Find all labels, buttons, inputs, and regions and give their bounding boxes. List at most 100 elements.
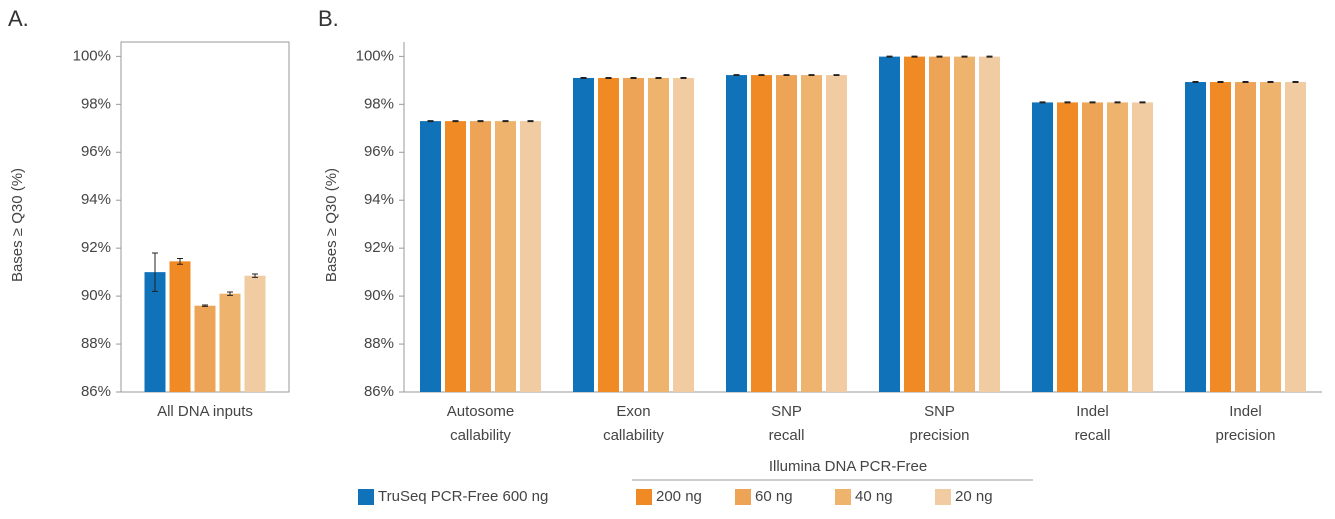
error-bar (427, 120, 434, 123)
bar (169, 261, 191, 392)
x-tick-label: Indel (1076, 403, 1109, 420)
error-bar (527, 120, 534, 123)
x-tick-label: SNP (771, 403, 802, 420)
error-bar (808, 74, 815, 77)
x-tick-label: precision (1215, 427, 1275, 444)
bar (445, 121, 466, 392)
x-tick-label: precision (909, 427, 969, 444)
y-tick-label: 96% (81, 143, 111, 160)
panel-title: B. (318, 6, 339, 31)
bar (1057, 102, 1078, 393)
error-bar (1039, 101, 1046, 104)
y-tick-label: 88% (81, 335, 111, 352)
error-bar (227, 291, 233, 296)
error-bar (680, 76, 687, 79)
bar (1132, 102, 1153, 393)
bar (648, 77, 669, 393)
legend-label: 60 ng (755, 488, 793, 505)
bar (1185, 82, 1206, 393)
x-tick-label: callability (603, 427, 664, 444)
bar (979, 56, 1000, 392)
y-tick-label: 94% (81, 191, 111, 208)
error-bar (758, 74, 765, 77)
bar (470, 121, 491, 392)
legend-label: 40 ng (855, 488, 893, 505)
y-tick-label: 98% (364, 95, 394, 112)
error-bar (630, 76, 637, 79)
bar (904, 56, 925, 392)
error-bar (655, 76, 662, 79)
error-bar (1064, 101, 1071, 104)
error-bar (1114, 101, 1121, 104)
bar (1210, 82, 1231, 393)
bar (1032, 102, 1053, 393)
bar (1260, 82, 1281, 393)
bar (1107, 102, 1128, 393)
bar (598, 77, 619, 393)
bar (194, 305, 216, 392)
error-bar (1242, 81, 1249, 84)
error-bar (911, 55, 918, 58)
legend-swatch (935, 489, 951, 505)
bar (954, 56, 975, 392)
error-bar (202, 304, 208, 307)
y-tick-label: 88% (364, 335, 394, 352)
error-bar (936, 55, 943, 58)
bar (623, 77, 644, 393)
error-bar (733, 74, 740, 77)
bar (1235, 82, 1256, 393)
legend-group-title: Illumina DNA PCR-Free (769, 458, 927, 475)
error-bar (1217, 81, 1224, 84)
y-tick-label: 90% (364, 287, 394, 304)
x-tick-label: Autosome (447, 403, 515, 420)
legend-swatch (835, 489, 851, 505)
legend-label: 200 ng (656, 488, 702, 505)
y-tick-label: 98% (81, 95, 111, 112)
x-tick-label: recall (769, 427, 805, 444)
bar (219, 293, 241, 392)
y-tick-label: 86% (364, 383, 394, 400)
x-tick-label: Exon (616, 403, 650, 420)
y-axis-label: Bases ≥ Q30 (%) (323, 168, 340, 282)
legend-label: TruSeq PCR-Free 600 ng (378, 488, 548, 505)
error-bar (783, 74, 790, 77)
error-bar (580, 76, 587, 79)
bar (776, 75, 797, 393)
y-tick-label: 96% (364, 143, 394, 160)
bar (801, 75, 822, 393)
bar (244, 275, 266, 392)
legend-swatch (358, 489, 374, 505)
bar (826, 75, 847, 393)
error-bar (1139, 101, 1146, 104)
y-tick-label: 100% (73, 47, 111, 64)
bar (495, 121, 516, 392)
error-bar (1089, 101, 1096, 104)
error-bar (452, 120, 459, 123)
y-tick-label: 90% (81, 287, 111, 304)
bar (520, 121, 541, 392)
error-bar (886, 55, 893, 58)
error-bar (605, 76, 612, 79)
y-tick-label: 94% (364, 191, 394, 208)
bar (673, 77, 694, 393)
bar (929, 56, 950, 392)
error-bar (833, 74, 840, 77)
legend-swatch (735, 489, 751, 505)
error-bar (1192, 81, 1199, 84)
error-bar (986, 55, 993, 58)
y-tick-label: 100% (356, 47, 394, 64)
x-tick-label: recall (1075, 427, 1111, 444)
legend-label: 20 ng (955, 488, 993, 505)
x-tick-label: callability (450, 427, 511, 444)
bar (751, 75, 772, 393)
y-tick-label: 86% (81, 383, 111, 400)
bar (144, 272, 166, 392)
x-tick-label: All DNA inputs (157, 403, 253, 420)
error-bar (477, 120, 484, 123)
legend-swatch (636, 489, 652, 505)
error-bar (1267, 81, 1274, 84)
error-bar (1292, 81, 1299, 84)
panel-title: A. (8, 6, 29, 31)
x-tick-label: SNP (924, 403, 955, 420)
